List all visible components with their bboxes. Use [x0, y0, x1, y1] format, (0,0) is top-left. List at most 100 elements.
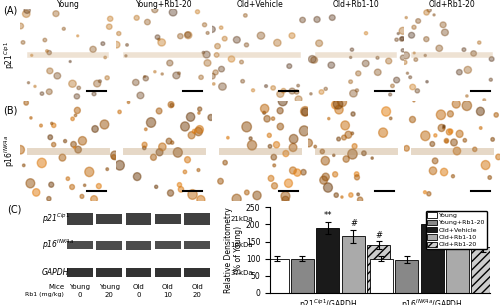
Circle shape [263, 111, 266, 114]
Bar [67, 213, 93, 225]
Circle shape [400, 37, 404, 41]
Circle shape [320, 176, 328, 184]
Circle shape [401, 49, 404, 52]
Circle shape [154, 185, 158, 188]
Circle shape [362, 151, 366, 156]
Circle shape [223, 160, 228, 165]
Circle shape [350, 48, 354, 51]
Circle shape [22, 10, 30, 17]
Circle shape [305, 139, 312, 147]
Bar [155, 241, 180, 249]
Circle shape [438, 124, 445, 131]
Bar [126, 241, 152, 249]
Circle shape [268, 133, 272, 138]
Circle shape [287, 64, 292, 68]
Bar [96, 214, 122, 224]
Circle shape [196, 10, 200, 14]
Circle shape [356, 71, 361, 76]
Circle shape [446, 129, 452, 135]
Text: 0: 0 [136, 292, 141, 298]
Circle shape [43, 38, 46, 42]
Circle shape [343, 156, 349, 162]
Circle shape [399, 27, 406, 34]
Circle shape [166, 138, 172, 144]
Circle shape [192, 129, 196, 133]
Circle shape [96, 184, 102, 188]
Circle shape [274, 39, 281, 46]
Circle shape [442, 29, 448, 36]
Circle shape [335, 105, 343, 114]
Circle shape [47, 51, 52, 55]
Text: Old: Old [162, 284, 173, 290]
Circle shape [100, 120, 109, 129]
Circle shape [268, 175, 274, 181]
Circle shape [264, 116, 270, 122]
Circle shape [249, 137, 252, 140]
Circle shape [92, 126, 98, 132]
Circle shape [350, 90, 357, 97]
Circle shape [203, 51, 210, 58]
Circle shape [183, 170, 186, 174]
Circle shape [197, 196, 205, 204]
Circle shape [348, 80, 352, 84]
Circle shape [470, 51, 476, 56]
Circle shape [345, 131, 352, 138]
Circle shape [209, 26, 216, 32]
Text: Old+Rb1-20: Old+Rb1-20 [428, 0, 476, 9]
Circle shape [202, 23, 206, 27]
Bar [184, 241, 210, 249]
Circle shape [242, 122, 252, 132]
Circle shape [300, 17, 306, 23]
Circle shape [406, 72, 408, 74]
Text: p21$^{Cip1}$: p21$^{Cip1}$ [3, 41, 17, 69]
Bar [266, 259, 288, 293]
Circle shape [330, 15, 335, 20]
Circle shape [158, 143, 166, 151]
Bar [184, 213, 210, 225]
Circle shape [371, 157, 374, 159]
Circle shape [47, 68, 53, 74]
Circle shape [412, 25, 416, 29]
Bar [316, 228, 340, 293]
Circle shape [22, 164, 25, 167]
Circle shape [113, 41, 120, 48]
Circle shape [476, 107, 484, 116]
Circle shape [489, 78, 492, 81]
Circle shape [16, 145, 24, 154]
Circle shape [188, 190, 197, 199]
Circle shape [54, 73, 60, 79]
Text: GAPDH: GAPDH [42, 268, 69, 277]
Circle shape [390, 84, 394, 88]
Text: 0: 0 [78, 292, 82, 298]
Bar [420, 224, 444, 293]
Circle shape [310, 93, 312, 95]
Text: p16$^{INK4a}$: p16$^{INK4a}$ [42, 238, 74, 253]
Circle shape [386, 58, 392, 64]
Circle shape [214, 53, 219, 57]
Circle shape [314, 16, 320, 23]
Circle shape [430, 167, 436, 175]
Circle shape [414, 58, 418, 61]
Circle shape [413, 100, 415, 102]
Circle shape [257, 32, 264, 39]
Circle shape [126, 44, 128, 46]
Circle shape [202, 51, 204, 54]
Circle shape [338, 97, 346, 107]
Text: 20: 20 [105, 292, 114, 298]
Circle shape [427, 8, 432, 12]
Text: #: # [350, 219, 357, 228]
Circle shape [301, 170, 306, 175]
Circle shape [232, 194, 241, 204]
Bar [291, 259, 314, 293]
Circle shape [322, 173, 330, 181]
Text: #: # [454, 219, 461, 228]
Circle shape [316, 40, 322, 46]
Text: **: ** [324, 211, 332, 221]
Circle shape [198, 107, 202, 111]
Circle shape [404, 145, 409, 151]
Circle shape [378, 128, 388, 137]
Circle shape [30, 117, 32, 119]
Circle shape [289, 88, 295, 94]
Circle shape [50, 122, 53, 124]
Circle shape [430, 142, 434, 146]
